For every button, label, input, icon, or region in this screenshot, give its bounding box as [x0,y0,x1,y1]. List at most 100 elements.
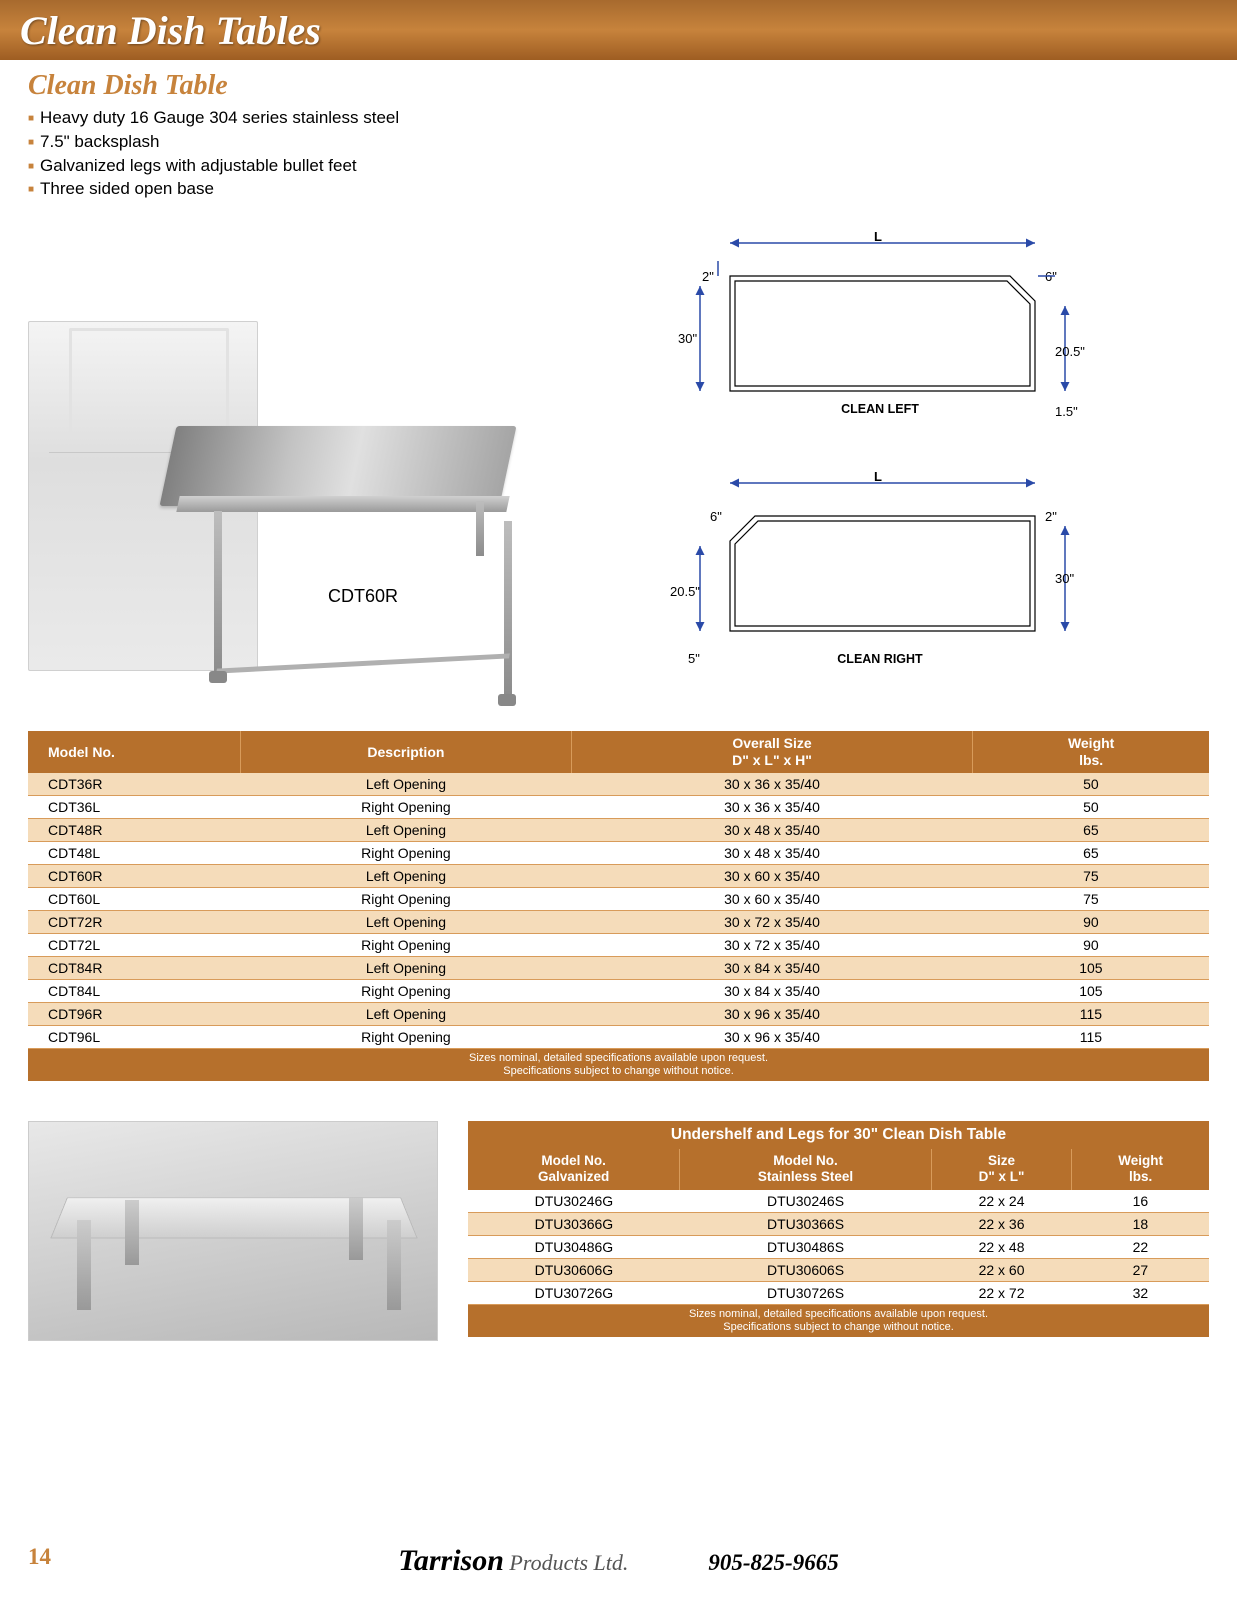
table-cell: DTU30246S [680,1190,931,1213]
page-number: 14 [28,1544,51,1570]
table-header: Overall SizeD" x L" x H" [571,731,973,773]
table-cell: 90 [973,910,1209,933]
table-cell: 22 x 24 [931,1190,1072,1213]
table-cell: 30 x 96 x 35/40 [571,1025,973,1048]
table-row: CDT60RLeft Opening30 x 60 x 35/4075 [28,864,1209,887]
table-cell: DTU30606S [680,1258,931,1281]
diagram-clean-right: L 6" 2" 20.5" 30" 5" CLEAN RIGHT [660,471,1090,681]
product-photo: CDT60R [28,321,538,721]
svg-text:5": 5" [688,651,700,666]
table-cell: CDT60R [28,864,241,887]
table-cell: CDT96L [28,1025,241,1048]
svg-text:2": 2" [1045,509,1057,524]
table-cell: 27 [1072,1258,1209,1281]
tabletop-illustration [159,426,516,506]
table-row: CDT72RLeft Opening30 x 72 x 35/4090 [28,910,1209,933]
brand-sub: Products Ltd. [504,1550,628,1575]
table-cell: Right Opening [241,887,572,910]
table-row: DTU30606GDTU30606S22 x 6027 [468,1258,1209,1281]
table-row: DTU30366GDTU30366S22 x 3618 [468,1212,1209,1235]
table1-footnote: Sizes nominal, detailed specifications a… [28,1049,1209,1081]
table-cell: DTU30726G [468,1281,680,1304]
table-cell: 30 x 72 x 35/40 [571,933,973,956]
table-cell: CDT60L [28,887,241,910]
svg-text:20.5": 20.5" [670,584,700,599]
table-header: Weightlbs. [1072,1149,1209,1189]
svg-text:30": 30" [678,331,697,346]
table-cell: DTU30486S [680,1235,931,1258]
table-row: CDT36LRight Opening30 x 36 x 35/4050 [28,795,1209,818]
table-cell: 90 [973,933,1209,956]
spec-table-1: Model No.DescriptionOverall SizeD" x L" … [28,731,1209,1049]
table-cell: 22 x 36 [931,1212,1072,1235]
table-cell: 18 [1072,1212,1209,1235]
table-cell: DTU30726S [680,1281,931,1304]
photo-model-label: CDT60R [328,586,398,607]
table-cell: 30 x 60 x 35/40 [571,887,973,910]
table-row: CDT84RLeft Opening30 x 84 x 35/40105 [28,956,1209,979]
table-row: CDT60LRight Opening30 x 60 x 35/4075 [28,887,1209,910]
table-cell: 75 [973,864,1209,887]
table-row: CDT48LRight Opening30 x 48 x 35/4065 [28,841,1209,864]
table2-footnote: Sizes nominal, detailed specifications a… [468,1305,1209,1337]
table-cell: 30 x 48 x 35/40 [571,841,973,864]
diagrams-area: L 2" 6" 30" 20.5" 1.5" CLEAN LEFT [660,231,1110,711]
feature-bullet: Galvanized legs with adjustable bullet f… [28,154,1237,178]
table-cell: 30 x 72 x 35/40 [571,910,973,933]
table-cell: DTU30486G [468,1235,680,1258]
table-row: DTU30486GDTU30486S22 x 4822 [468,1235,1209,1258]
table-header: Model No.Galvanized [468,1149,680,1189]
table-cell: Left Opening [241,956,572,979]
svg-text:L: L [874,471,882,484]
diagram-right-label: CLEAN RIGHT [837,652,923,666]
table-cell: 22 x 48 [931,1235,1072,1258]
svg-text:1.5": 1.5" [1055,404,1078,419]
table2-title: Undershelf and Legs for 30" Clean Dish T… [468,1121,1209,1149]
table-cell: 22 x 72 [931,1281,1072,1304]
table-cell: CDT96R [28,1002,241,1025]
feature-bullet: Three sided open base [28,177,1237,201]
table-cell: 16 [1072,1190,1209,1213]
table-cell: 75 [973,887,1209,910]
table-cell: CDT36R [28,773,241,796]
dim-L: L [874,231,882,244]
feature-bullet: Heavy duty 16 Gauge 304 series stainless… [28,106,1237,130]
svg-text:6": 6" [710,509,722,524]
page-footer: 14 Tarrison Products Ltd. 905-825-9665 [0,1544,1237,1578]
spec-table-2: Model No.GalvanizedModel No.Stainless St… [468,1149,1209,1304]
table-cell: Left Opening [241,773,572,796]
svg-text:2": 2" [702,269,714,284]
table-cell: Left Opening [241,1002,572,1025]
table-row: CDT36RLeft Opening30 x 36 x 35/4050 [28,773,1209,796]
table-cell: 50 [973,795,1209,818]
table-cell: Right Opening [241,979,572,1002]
diagram-left-label: CLEAN LEFT [841,402,919,416]
lower-content: Undershelf and Legs for 30" Clean Dish T… [28,1121,1209,1341]
table-header: Weightlbs. [973,731,1209,773]
brand-name: Tarrison [398,1544,504,1577]
svg-text:20.5": 20.5" [1055,344,1085,359]
table-cell: 65 [973,841,1209,864]
table-cell: 22 x 60 [931,1258,1072,1281]
table-header: Model No. [28,731,241,773]
table-row: CDT48RLeft Opening30 x 48 x 35/4065 [28,818,1209,841]
table-cell: 30 x 84 x 35/40 [571,979,973,1002]
table-row: DTU30246GDTU30246S22 x 2416 [468,1190,1209,1213]
table-cell: 105 [973,979,1209,1002]
svg-text:30": 30" [1055,571,1074,586]
table-cell: DTU30366S [680,1212,931,1235]
table-row: CDT96RLeft Opening30 x 96 x 35/40115 [28,1002,1209,1025]
table-cell: CDT72R [28,910,241,933]
table-cell: Right Opening [241,933,572,956]
table-row: DTU30726GDTU30726S22 x 7232 [468,1281,1209,1304]
feature-bullets: Heavy duty 16 Gauge 304 series stainless… [28,106,1237,201]
upper-content: CDT60R L 2" [0,201,1237,721]
table-cell: 65 [973,818,1209,841]
table-cell: CDT84L [28,979,241,1002]
table-cell: 32 [1072,1281,1209,1304]
table-cell: 30 x 48 x 35/40 [571,818,973,841]
table-cell: CDT36L [28,795,241,818]
table-cell: DTU30366G [468,1212,680,1235]
table-row: CDT84LRight Opening30 x 84 x 35/40105 [28,979,1209,1002]
table-cell: 115 [973,1025,1209,1048]
